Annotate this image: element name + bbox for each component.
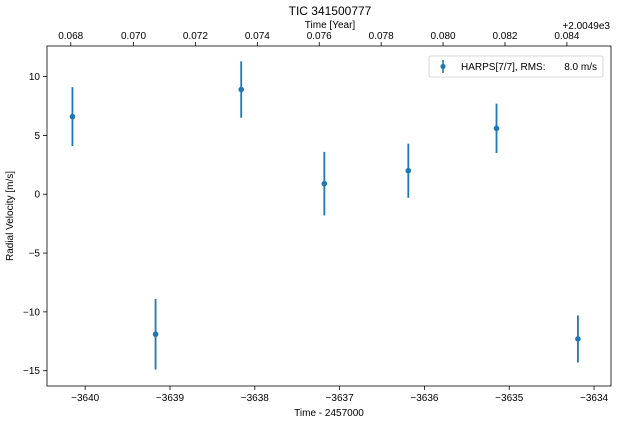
x-tick-label: −3640	[71, 393, 100, 404]
x-tick-label: −3635	[495, 393, 524, 404]
top-tick-label: 0.072	[183, 31, 208, 42]
top-axis-offset-label: +2.0049e3	[562, 21, 610, 32]
data-point	[575, 336, 581, 342]
top-tick-label: 0.068	[58, 31, 83, 42]
top-tick-label: 0.076	[307, 31, 332, 42]
x-tick-label: −3634	[580, 393, 609, 404]
legend-marker-point	[440, 63, 446, 70]
top-tick-label: 0.082	[492, 31, 517, 42]
x-tick-label: −3636	[410, 393, 439, 404]
y-tick-label: 10	[29, 72, 41, 83]
top-tick-label: 0.084	[554, 31, 579, 42]
data-point	[152, 331, 159, 338]
legend-box	[428, 55, 604, 78]
y-axis-label: Radial Velocity [m/s]	[5, 171, 16, 261]
top-tick-label: 0.070	[121, 31, 146, 42]
y-tick-label: 5	[34, 131, 40, 142]
data-point	[238, 86, 245, 93]
chart-title: TIC 341500777	[289, 4, 372, 18]
data-point	[69, 113, 76, 120]
x-tick-label: −3639	[156, 393, 185, 404]
y-tick-label: 0	[34, 190, 40, 201]
data-points	[69, 61, 581, 370]
data-point	[493, 125, 500, 132]
top-tick-label: 0.078	[369, 31, 394, 42]
y-tick-label: −5	[29, 249, 41, 260]
top-axis-ticks: 0.068 0.070 0.072 0.074 0.076 0.078 0.080 0.082…	[58, 31, 580, 46]
y-tick-label: −10	[23, 307, 40, 318]
x-tick-label: −3637	[326, 393, 355, 404]
plot-area-frame	[46, 45, 612, 387]
legend-rms-value: 8.0 m/s	[564, 62, 597, 73]
x-axis-label: Time - 2457000	[294, 408, 364, 419]
x-axis-ticks: −3640 −3639 −3638 −3637 −3636 −3635 −3634	[71, 386, 609, 404]
top-axis-label: Time [Year]	[305, 20, 356, 31]
x-tick-label: −3638	[241, 393, 270, 404]
y-axis-ticks: 10 5 0 −5 −10 −15	[23, 72, 47, 377]
legend: HARPS[7/7], RMS: 8.0 m/s	[428, 55, 604, 78]
y-tick-label: −15	[23, 366, 40, 377]
top-tick-label: 0.080	[431, 31, 456, 42]
legend-series-label: HARPS[7/7], RMS:	[461, 62, 545, 73]
data-point	[321, 180, 328, 187]
data-point	[405, 167, 412, 174]
top-tick-label: 0.074	[245, 31, 270, 42]
